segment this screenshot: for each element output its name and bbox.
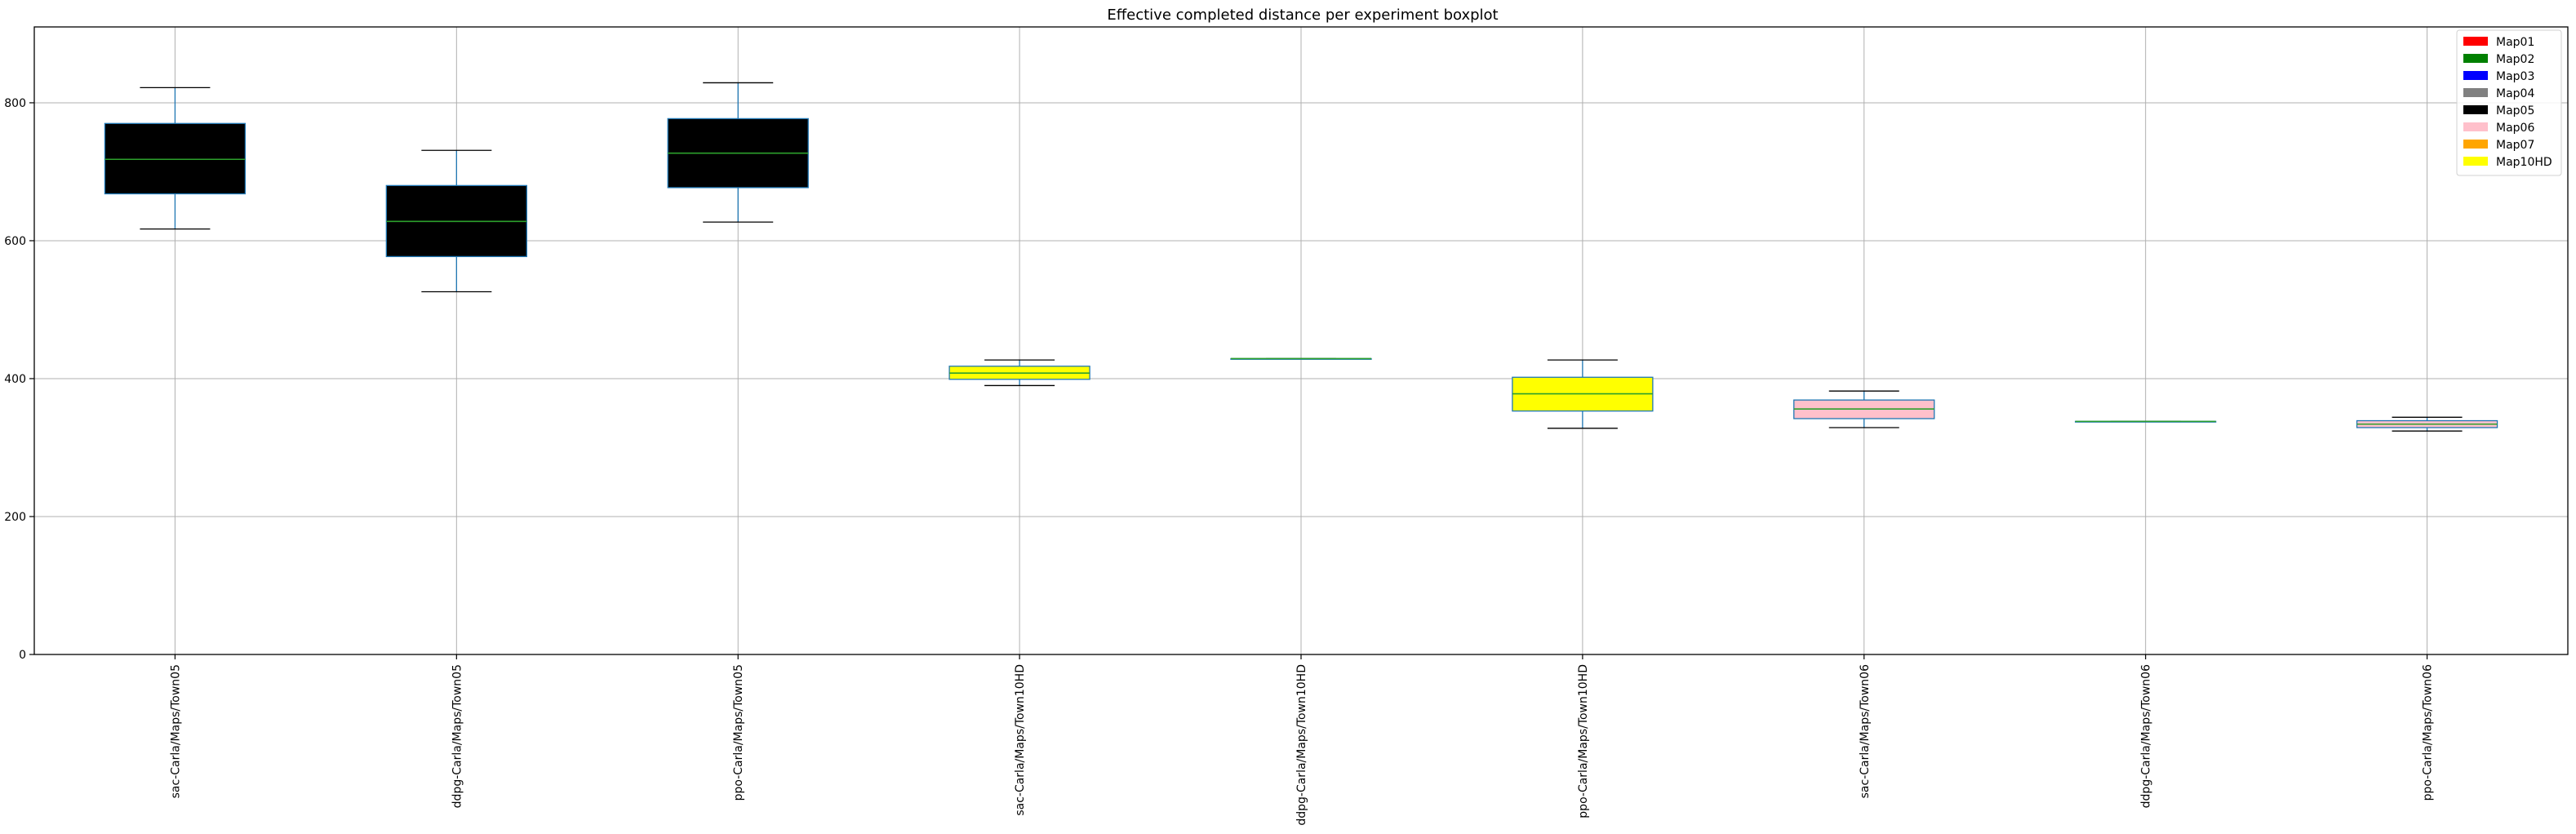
y-tick-label: 200 [4, 511, 26, 524]
x-tick-label: ppo-Carla/Maps/Town05 [732, 664, 745, 801]
legend-label: Map10HD [2496, 156, 2552, 169]
box [104, 122, 246, 195]
x-tick-label: sac-Carla/Maps/Town06 [1859, 664, 1872, 798]
legend-label: Map07 [2496, 139, 2534, 152]
x-tick-label: ppo-Carla/Maps/Town10HD [1577, 664, 1590, 818]
y-tick-label: 800 [4, 97, 26, 110]
x-tick-label: ddpg-Carla/Maps/Town10HD [1295, 664, 1308, 826]
x-tick-label: sac-Carla/Maps/Town10HD [1014, 664, 1027, 816]
chart-title: Effective completed distance per experim… [1107, 7, 1498, 24]
y-tick-label: 400 [4, 373, 26, 386]
legend-swatch [2463, 122, 2488, 131]
legend-swatch [2463, 157, 2488, 166]
x-tick-label: ppo-Carla/Maps/Town06 [2422, 664, 2435, 801]
x-tick-label: ddpg-Carla/Maps/Town05 [451, 664, 464, 808]
legend-swatch [2463, 88, 2488, 97]
legend-swatch [2463, 105, 2488, 114]
y-tick-label: 600 [4, 235, 26, 248]
legend-label: Map05 [2496, 104, 2534, 118]
legend-label: Map03 [2496, 70, 2534, 83]
x-tick-label: ddpg-Carla/Maps/Town06 [2140, 664, 2153, 808]
legend-swatch [2463, 71, 2488, 80]
legend-label: Map04 [2496, 87, 2534, 100]
legend-label: Map06 [2496, 122, 2534, 135]
legend-label: Map02 [2496, 53, 2534, 66]
y-tick-label: 0 [19, 649, 26, 662]
x-tick-label: sac-Carla/Maps/Town05 [169, 664, 182, 798]
legend-box [2456, 29, 2562, 176]
legend-swatch [2463, 140, 2488, 149]
legend-swatch [2463, 37, 2488, 46]
legend-swatch [2463, 54, 2488, 63]
legend-label: Map01 [2496, 36, 2534, 49]
